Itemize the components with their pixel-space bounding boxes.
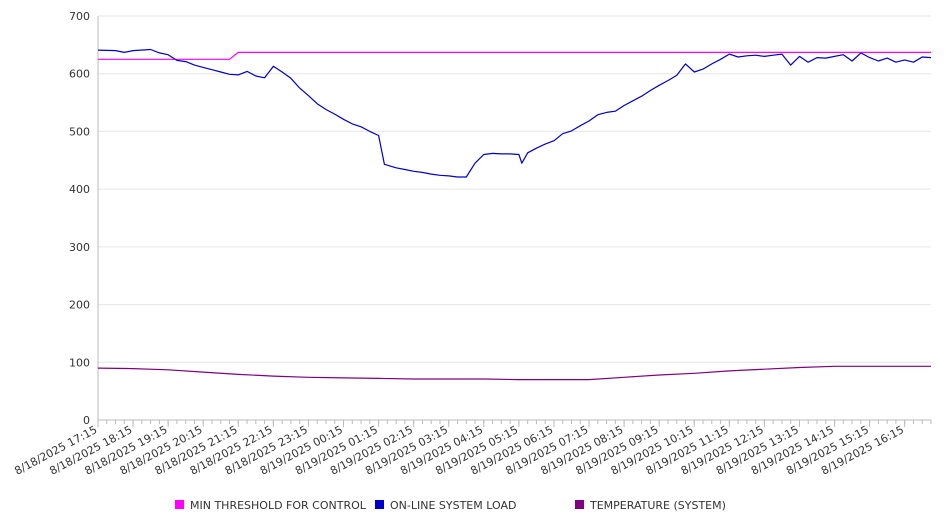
y-tick-label: 500 [69,125,90,138]
legend-swatch [575,500,584,509]
series-layer [97,48,932,381]
y-tick-label: 300 [69,241,90,254]
series-line-2 [97,48,932,178]
grid-layer [98,15,931,363]
y-tick-label: 600 [69,68,90,81]
legend-swatch [375,500,384,509]
legend-label: TEMPERATURE (SYSTEM) [589,499,726,512]
y-tick-label: 700 [69,10,90,23]
legend-label: ON-LINE SYSTEM LOAD [390,499,516,512]
y-tick-label: 200 [69,299,90,312]
legend-label: MIN THRESHOLD FOR CONTROL [190,499,367,512]
series-line-3 [97,365,931,381]
y-tick-label: 0 [83,414,90,427]
legend-swatch [175,500,184,509]
legend: MIN THRESHOLD FOR CONTROL ON-LINE SYSTEM … [175,499,726,512]
y-tick-label: 100 [69,356,90,369]
series-line-1 [98,51,931,60]
y-tick-label: 400 [69,183,90,196]
